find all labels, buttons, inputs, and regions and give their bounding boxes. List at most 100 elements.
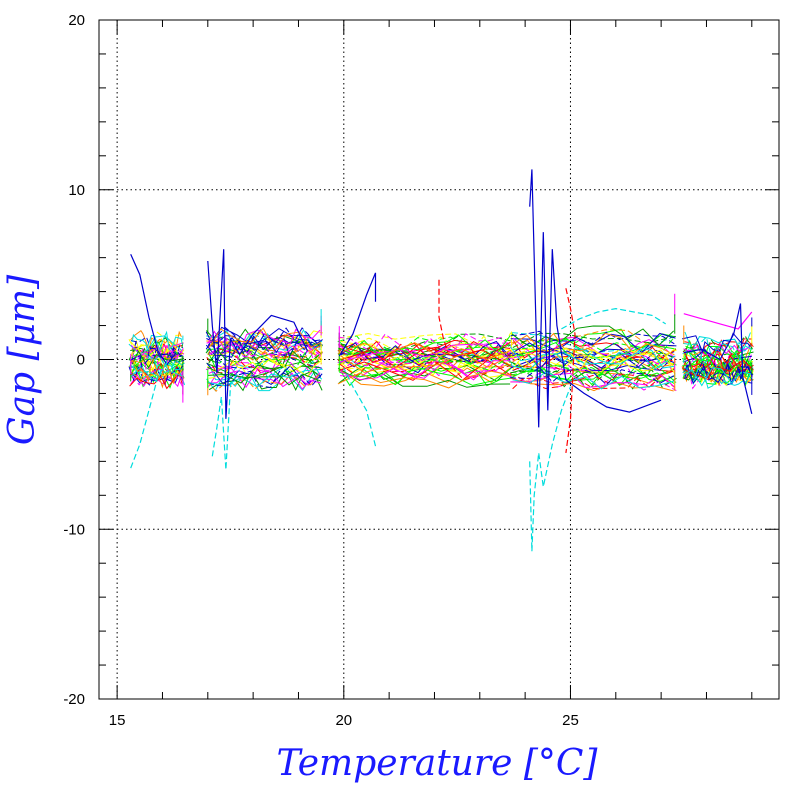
gap-trace bbox=[340, 353, 512, 373]
data-layer bbox=[128, 169, 754, 552]
gap-trace bbox=[209, 340, 321, 363]
gap-trace bbox=[339, 361, 513, 381]
gap-trace bbox=[338, 359, 512, 382]
x-tick-label: 25 bbox=[562, 712, 579, 729]
gap-trace bbox=[683, 342, 752, 365]
gap-trace bbox=[683, 348, 754, 371]
gap-series bbox=[130, 362, 168, 469]
gap-trace bbox=[131, 330, 183, 352]
gap-trace bbox=[131, 341, 184, 364]
gap-trace bbox=[337, 367, 511, 388]
gap-trace bbox=[206, 335, 323, 355]
gap-trace bbox=[131, 350, 185, 369]
axes-layer bbox=[98, 19, 780, 700]
x-tick-label: 20 bbox=[335, 712, 352, 729]
gap-series bbox=[343, 367, 377, 447]
gap-trace bbox=[130, 329, 182, 352]
gap-trace bbox=[684, 362, 753, 385]
gap-trace bbox=[340, 366, 514, 387]
gap-trace bbox=[206, 361, 321, 380]
gap-trace bbox=[339, 346, 513, 366]
gap-series bbox=[529, 169, 662, 428]
gap-trace bbox=[208, 368, 323, 392]
gap-trace bbox=[205, 326, 323, 350]
gap-trace bbox=[337, 343, 512, 363]
y-tick-label: 20 bbox=[68, 12, 85, 29]
gap-trace bbox=[510, 350, 676, 371]
gap-trace bbox=[682, 358, 753, 379]
gap-trace bbox=[340, 360, 511, 381]
gap-trace bbox=[340, 340, 511, 362]
y-tick-label: 0 bbox=[77, 352, 85, 369]
gap-trace bbox=[684, 331, 751, 354]
gap-trace bbox=[208, 351, 322, 373]
gap-trace bbox=[337, 346, 512, 368]
gap-trace bbox=[130, 341, 184, 363]
gap-series bbox=[561, 307, 667, 330]
gap-trace bbox=[209, 338, 323, 358]
gap-series bbox=[130, 254, 177, 366]
gap-trace bbox=[340, 343, 511, 363]
grid-layer bbox=[99, 20, 779, 699]
gap-series bbox=[683, 311, 753, 330]
gap-trace bbox=[209, 356, 321, 379]
gap-trace bbox=[128, 331, 183, 354]
gap-trace bbox=[509, 346, 675, 369]
gap-trace bbox=[512, 338, 674, 358]
gap-trace bbox=[129, 364, 184, 378]
gap-series bbox=[565, 288, 576, 453]
gap-trace bbox=[682, 366, 751, 387]
gap-trace bbox=[205, 337, 321, 359]
gap-trace bbox=[208, 327, 322, 350]
x-tick-label: 15 bbox=[109, 712, 126, 729]
gap-trace bbox=[683, 352, 751, 377]
y-tick-label: 10 bbox=[68, 182, 85, 199]
gap-series bbox=[207, 249, 309, 419]
gap-trace bbox=[509, 366, 676, 386]
gap-trace bbox=[338, 333, 512, 351]
gap-series bbox=[211, 369, 241, 470]
y-axis-title: Gap [μm] bbox=[2, 274, 43, 445]
gap-trace bbox=[129, 347, 182, 369]
gap-series bbox=[438, 279, 449, 353]
gap-trace bbox=[207, 347, 320, 369]
gap-trace bbox=[512, 332, 677, 349]
gap-trace bbox=[512, 354, 676, 376]
gap-trace bbox=[130, 358, 183, 381]
gap-trace bbox=[510, 347, 676, 369]
gap-trace bbox=[131, 368, 185, 390]
gap-trace bbox=[510, 325, 675, 348]
labels-layer: 15 20 25 -20 -10 0 10 20 bbox=[63, 12, 578, 729]
gap-trace bbox=[206, 340, 323, 361]
gap-trace bbox=[511, 347, 677, 360]
gap-trace bbox=[208, 358, 323, 381]
gap-trace bbox=[337, 342, 512, 361]
gap-trace bbox=[509, 352, 674, 373]
gap-trace bbox=[339, 354, 513, 374]
gap-trace bbox=[208, 366, 321, 389]
gap-trace bbox=[682, 359, 754, 381]
gap-trace bbox=[337, 352, 511, 368]
gap-trace bbox=[513, 351, 676, 373]
gap-trace bbox=[128, 365, 185, 387]
gap-trace bbox=[682, 342, 754, 365]
gap-series bbox=[683, 303, 753, 414]
gap-trace bbox=[208, 349, 323, 370]
gap-trace bbox=[129, 346, 184, 368]
gap-trace bbox=[510, 362, 677, 383]
gap-trace bbox=[337, 370, 513, 389]
gap-trace bbox=[339, 334, 511, 356]
gap-series bbox=[529, 386, 572, 552]
gap-trace bbox=[512, 370, 675, 390]
gap-trace bbox=[206, 333, 320, 355]
y-tick-label: -20 bbox=[63, 691, 85, 708]
gap-trace bbox=[340, 332, 512, 354]
x-axis-title: Temperature [°C] bbox=[277, 743, 599, 784]
gap-trace bbox=[129, 370, 182, 390]
gap-trace bbox=[337, 347, 511, 367]
gap-trace bbox=[510, 328, 674, 349]
y-tick-label: -10 bbox=[63, 521, 85, 538]
gap-trace bbox=[208, 344, 323, 364]
plot-frame bbox=[98, 19, 780, 700]
